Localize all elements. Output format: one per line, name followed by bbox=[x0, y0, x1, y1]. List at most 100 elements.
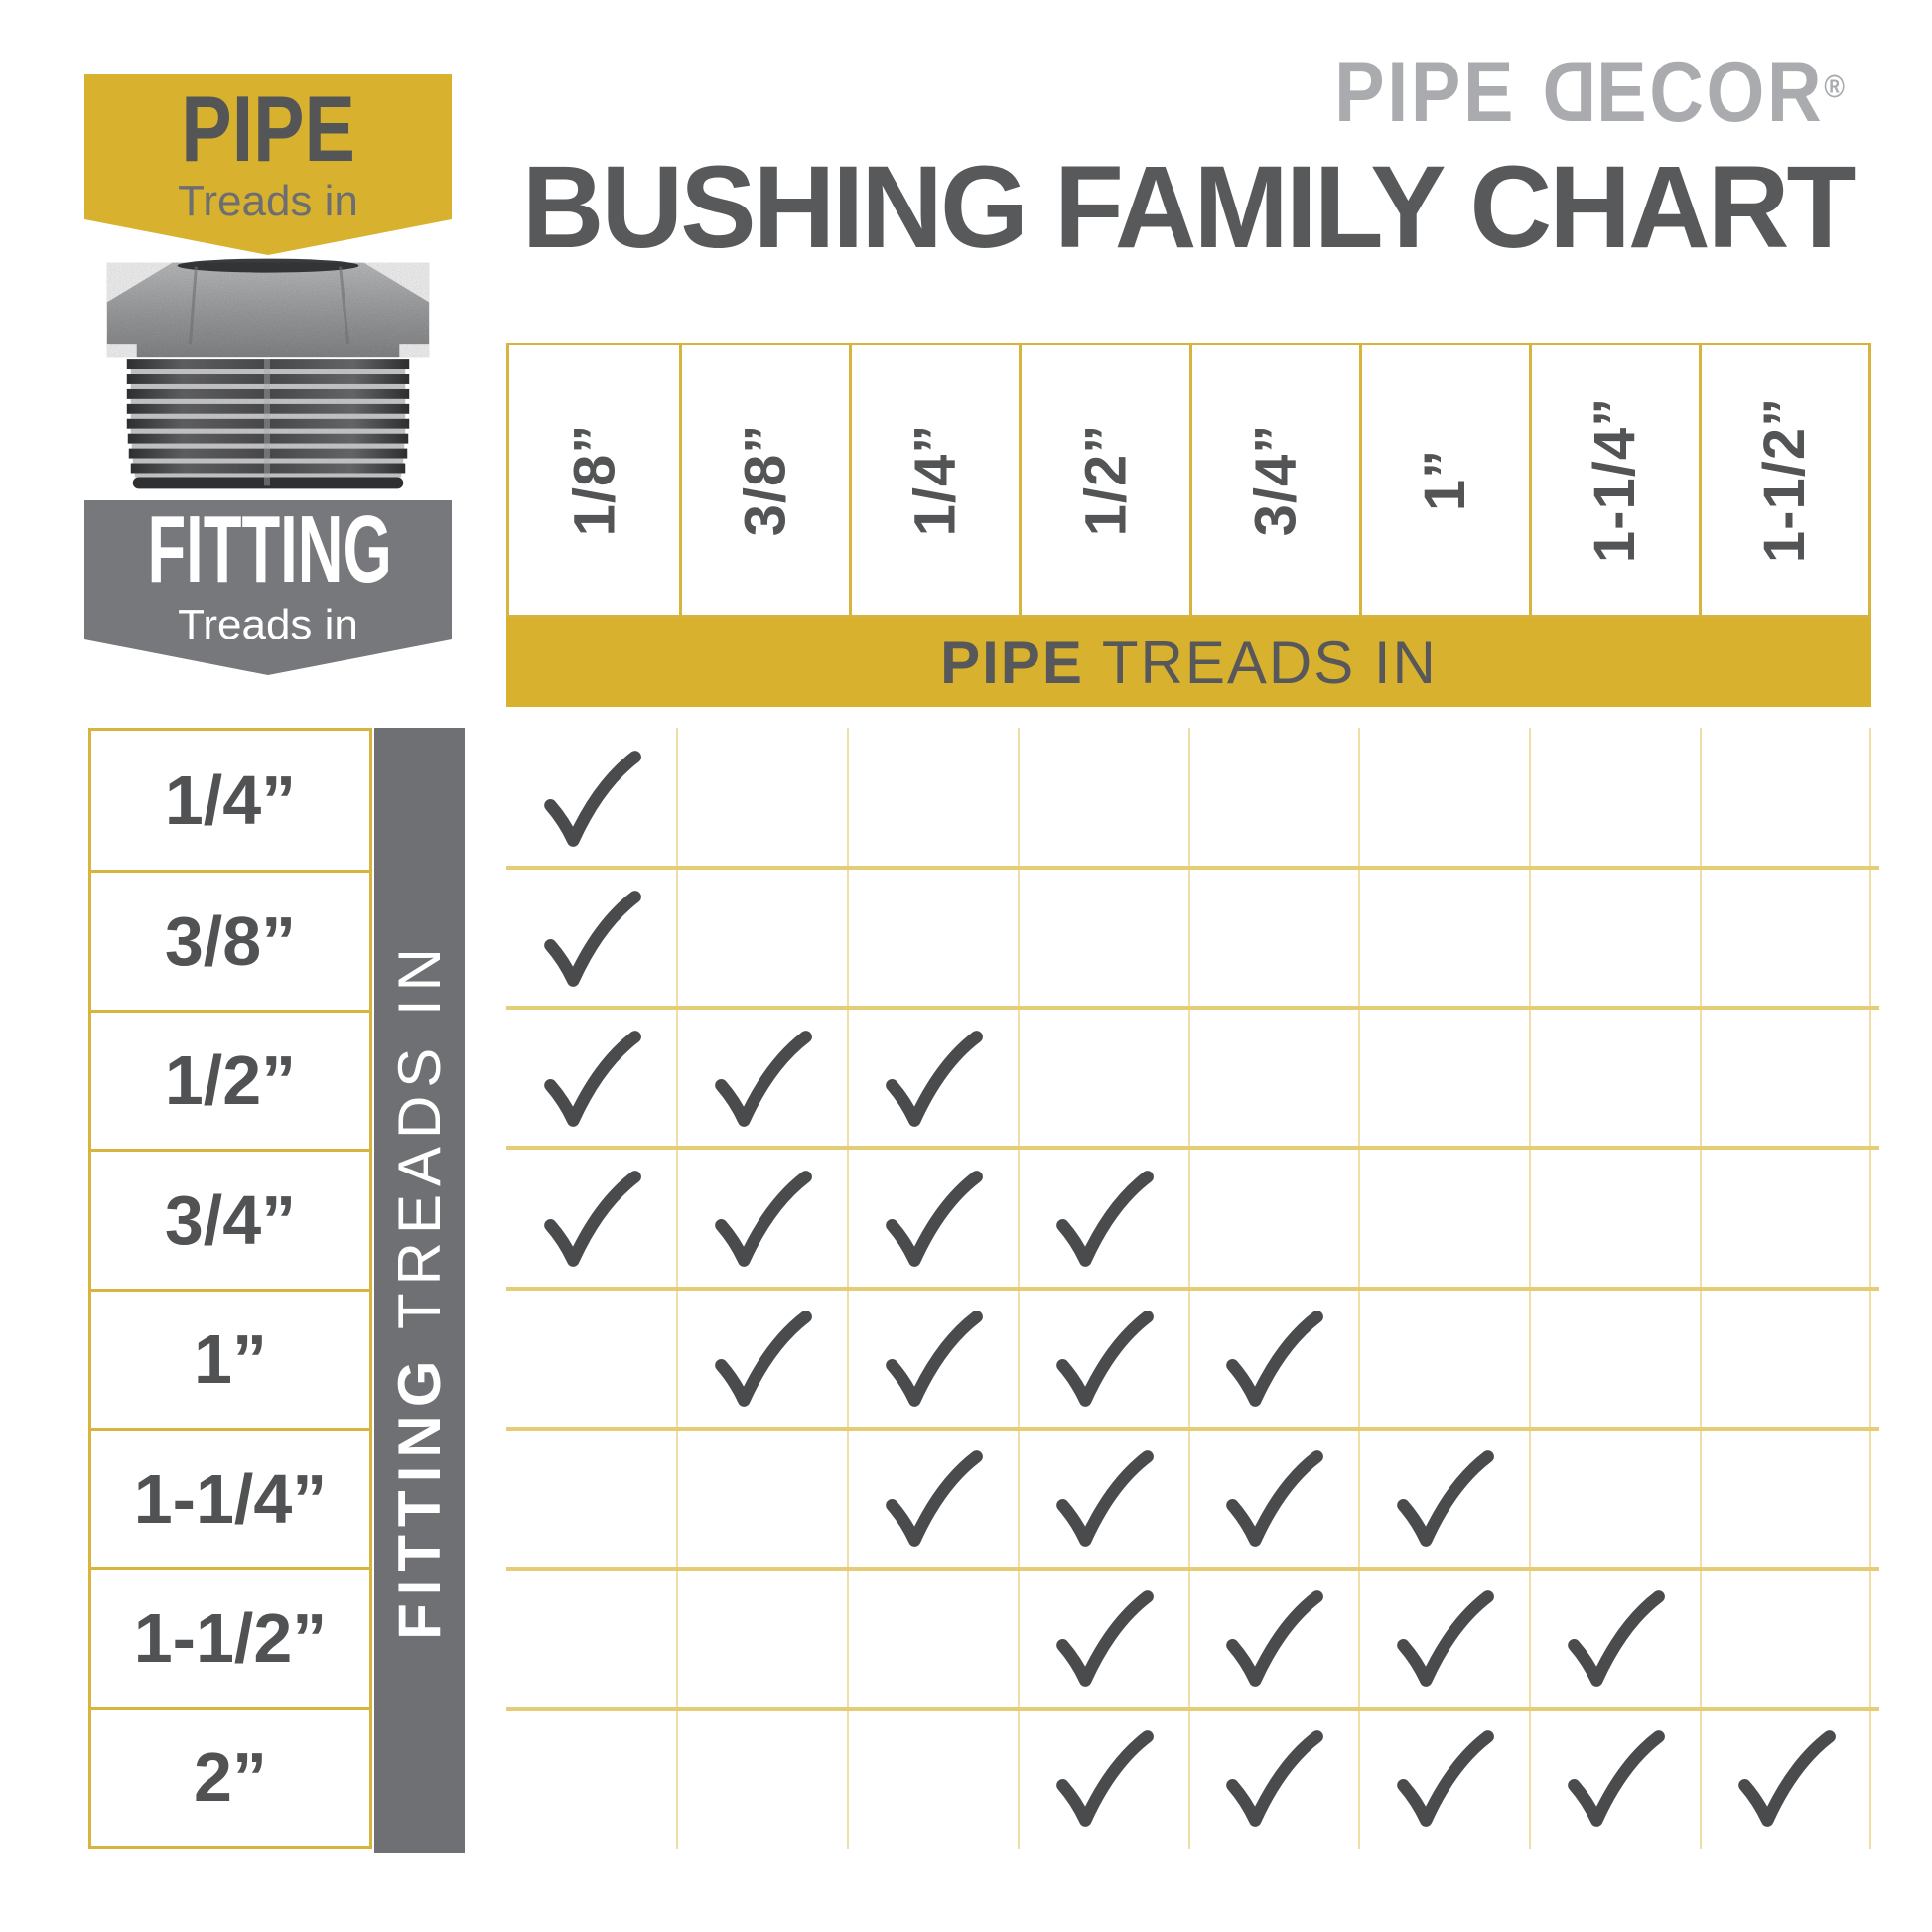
check-icon bbox=[1226, 1590, 1324, 1688]
check-icon bbox=[1397, 1590, 1495, 1688]
row-label: 2” bbox=[91, 1706, 369, 1846]
row-label: 1/2” bbox=[91, 1009, 369, 1149]
check-mark bbox=[1530, 1709, 1701, 1849]
grid-row-line bbox=[506, 1146, 1879, 1151]
check-mark bbox=[1359, 1569, 1530, 1709]
row-label: 3/4” bbox=[91, 1149, 369, 1288]
row-label: 3/8” bbox=[91, 870, 369, 1009]
bushing-photo bbox=[106, 258, 430, 489]
check-icon bbox=[1226, 1730, 1324, 1828]
check-icon bbox=[544, 1171, 641, 1267]
check-mark bbox=[1189, 1429, 1360, 1569]
check-mark bbox=[848, 1289, 1019, 1429]
brand-logo: PIPE DECOR® bbox=[1334, 44, 1845, 142]
grid-row-line bbox=[506, 1566, 1879, 1571]
column-header-cell: 1/2” bbox=[1019, 345, 1188, 615]
check-mark bbox=[677, 1148, 848, 1288]
check-mark bbox=[1189, 1569, 1360, 1709]
check-icon bbox=[544, 1030, 641, 1127]
registered-trademark-icon: ® bbox=[1824, 69, 1845, 104]
column-header-cell: 1-1/2” bbox=[1698, 345, 1868, 615]
fitting-axis-label: FITTING TREADS IN bbox=[385, 940, 454, 1640]
check-mark bbox=[1359, 1709, 1530, 1849]
logo-letter-d: D bbox=[1539, 45, 1597, 140]
grid-row-line bbox=[506, 866, 1879, 871]
check-icon bbox=[1226, 1311, 1324, 1407]
column-header-label: 3/4” bbox=[1243, 423, 1309, 537]
column-header-label: 3/8” bbox=[733, 423, 798, 537]
column-header-cell: 3/8” bbox=[679, 345, 849, 615]
row-label: 1-1/2” bbox=[91, 1567, 369, 1706]
column-header-label: 1-1/2” bbox=[1752, 396, 1818, 564]
check-icon bbox=[1055, 1311, 1154, 1407]
check-mark bbox=[848, 1429, 1019, 1569]
check-mark bbox=[1189, 1289, 1360, 1429]
check-icon bbox=[544, 890, 641, 987]
column-header-label: 1/2” bbox=[1072, 423, 1138, 537]
check-mark bbox=[848, 1148, 1019, 1288]
column-header-label: 1” bbox=[1413, 448, 1478, 512]
check-icon bbox=[1397, 1730, 1495, 1828]
check-mark bbox=[1019, 1148, 1189, 1288]
check-icon bbox=[885, 1450, 983, 1548]
row-label: 1/4” bbox=[164, 761, 297, 840]
check-icon bbox=[1738, 1730, 1836, 1828]
fitting-badge-point bbox=[84, 639, 452, 675]
page-title: BUSHING FAMILY CHART bbox=[521, 142, 1857, 273]
check-icon bbox=[714, 1311, 812, 1407]
column-header-label: 1-1/4” bbox=[1583, 396, 1648, 564]
check-icon bbox=[714, 1030, 812, 1127]
bushing-threads bbox=[126, 359, 410, 489]
fitting-axis-bar: FITTING TREADS IN bbox=[374, 728, 465, 1853]
row-labels: 1/4” 3/8” 1/2” 3/4” 1” 1-1/4” 1-1/2” 2” bbox=[88, 728, 372, 1849]
logo-word-ecor: ECOR bbox=[1596, 45, 1825, 140]
check-icon bbox=[885, 1311, 983, 1407]
check-icon bbox=[1568, 1590, 1666, 1688]
pipe-axis-bar: PIPE TREADS IN bbox=[506, 618, 1871, 707]
check-icon bbox=[1055, 1730, 1154, 1828]
fitting-badge: FITTING Treads in bbox=[84, 496, 452, 675]
check-mark bbox=[506, 868, 677, 1008]
grid-row-line bbox=[506, 1286, 1879, 1291]
column-header-cell: 1/8” bbox=[509, 345, 679, 615]
logo-word-pipe: PIPE bbox=[1334, 45, 1540, 140]
pipe-badge: PIPE Treads in bbox=[84, 74, 452, 255]
check-icon bbox=[1397, 1450, 1495, 1548]
pipe-badge-subtitle: Treads in bbox=[178, 177, 358, 225]
check-mark bbox=[506, 728, 677, 868]
column-headers: 1/8” 3/8” 1/4” 1/2” 3/4” 1” 1-1/4” 1-1/2” bbox=[506, 343, 1871, 618]
check-mark bbox=[1019, 1569, 1189, 1709]
check-icon bbox=[714, 1171, 812, 1267]
check-mark bbox=[1019, 1289, 1189, 1429]
grid-row-line bbox=[506, 1426, 1879, 1431]
check-icon bbox=[1055, 1590, 1154, 1688]
check-mark bbox=[1359, 1429, 1530, 1569]
column-header-cell: 1/4” bbox=[849, 345, 1019, 615]
check-icon bbox=[1055, 1450, 1154, 1548]
fitting-axis-label-rest: TREADS IN bbox=[386, 940, 453, 1353]
column-header-label: 1/4” bbox=[902, 423, 968, 537]
pipe-badge-point bbox=[84, 219, 452, 255]
fitting-axis-label-bold: FITTING bbox=[386, 1352, 453, 1640]
pipe-badge-title: PIPE bbox=[181, 76, 355, 181]
grid-row-line bbox=[506, 1706, 1879, 1711]
row-label: 1-1/4” bbox=[91, 1427, 369, 1567]
column-header-label: 1/8” bbox=[562, 423, 627, 537]
pipe-axis-label-rest: TREADS IN bbox=[1101, 628, 1438, 696]
check-mark bbox=[506, 1008, 677, 1148]
check-mark bbox=[1189, 1709, 1360, 1849]
row-label: 1” bbox=[91, 1288, 369, 1428]
check-icon bbox=[544, 750, 641, 847]
check-mark bbox=[677, 1008, 848, 1148]
check-grid bbox=[506, 728, 1879, 1849]
check-icon bbox=[1055, 1171, 1154, 1267]
check-mark bbox=[1019, 1429, 1189, 1569]
check-mark bbox=[677, 1289, 848, 1429]
check-icon bbox=[885, 1030, 983, 1127]
check-icon bbox=[1226, 1450, 1324, 1548]
check-mark bbox=[1701, 1709, 1871, 1849]
fitting-badge-title: FITTING bbox=[147, 496, 392, 603]
column-header-cell: 1-1/4” bbox=[1528, 345, 1699, 615]
check-mark bbox=[1530, 1569, 1701, 1709]
